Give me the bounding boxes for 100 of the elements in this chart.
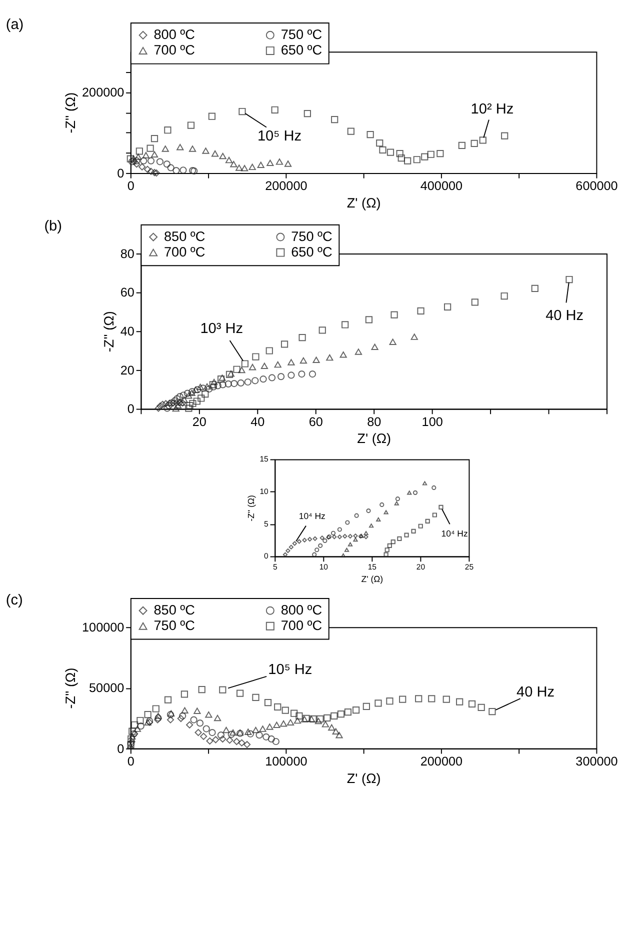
annotation: 40 Hz bbox=[516, 684, 555, 700]
point bbox=[396, 150, 404, 158]
point bbox=[162, 400, 170, 408]
point bbox=[324, 714, 331, 722]
point bbox=[312, 536, 318, 541]
point bbox=[134, 726, 141, 732]
y-tick-label: 60 bbox=[120, 286, 134, 300]
point bbox=[217, 732, 224, 739]
point bbox=[224, 380, 232, 388]
legend-label: 750 ºC bbox=[280, 27, 322, 42]
point bbox=[318, 326, 326, 334]
legend-label: 800 ºC bbox=[280, 602, 322, 618]
point bbox=[322, 538, 328, 543]
point bbox=[209, 381, 216, 388]
point bbox=[458, 142, 466, 150]
point bbox=[354, 348, 362, 355]
point bbox=[171, 397, 178, 404]
point bbox=[266, 724, 274, 730]
point bbox=[394, 501, 399, 506]
point bbox=[219, 735, 226, 743]
point bbox=[174, 395, 181, 402]
annotation: 10⁵ Hz bbox=[268, 662, 312, 678]
point bbox=[318, 543, 323, 548]
y-axis-title: -Z'' (Ω) bbox=[63, 92, 78, 134]
point bbox=[152, 169, 160, 177]
point bbox=[163, 160, 170, 168]
point bbox=[218, 376, 225, 383]
point bbox=[185, 404, 192, 412]
point bbox=[136, 148, 143, 155]
point bbox=[380, 502, 384, 508]
point bbox=[241, 360, 248, 368]
y-tick-label: 0 bbox=[264, 552, 268, 561]
point bbox=[404, 157, 412, 164]
point bbox=[331, 116, 338, 124]
point bbox=[470, 140, 478, 148]
point bbox=[395, 496, 400, 502]
point bbox=[353, 537, 358, 542]
point bbox=[128, 738, 136, 746]
point bbox=[159, 400, 166, 408]
annotation: 10⁴ Hz bbox=[441, 528, 468, 538]
point bbox=[176, 393, 184, 400]
point bbox=[379, 146, 386, 154]
point bbox=[214, 714, 222, 722]
x-tick-label: 100 bbox=[422, 414, 443, 429]
point bbox=[233, 738, 240, 746]
point bbox=[320, 536, 324, 540]
point bbox=[330, 530, 336, 536]
point bbox=[181, 707, 188, 714]
point bbox=[294, 717, 302, 724]
point bbox=[150, 151, 158, 158]
point bbox=[302, 538, 307, 542]
y-tick-label: 0 bbox=[117, 166, 124, 180]
point bbox=[312, 552, 317, 557]
point bbox=[144, 166, 152, 173]
x-axis-title: Z' (Ω) bbox=[361, 574, 384, 584]
point bbox=[330, 712, 338, 720]
point bbox=[314, 548, 320, 552]
point bbox=[137, 722, 144, 730]
point bbox=[344, 708, 352, 716]
point bbox=[300, 357, 307, 364]
point bbox=[364, 531, 368, 536]
point bbox=[273, 722, 280, 728]
point bbox=[342, 534, 348, 539]
x-tick-label: 25 bbox=[464, 562, 474, 572]
point bbox=[172, 166, 180, 174]
point bbox=[500, 292, 508, 300]
point bbox=[180, 166, 187, 174]
point bbox=[347, 128, 354, 135]
point bbox=[471, 298, 478, 306]
point bbox=[407, 490, 412, 495]
point bbox=[337, 534, 342, 540]
point bbox=[364, 534, 368, 540]
point bbox=[427, 150, 434, 158]
point bbox=[167, 164, 174, 172]
annotation: 10⁴ Hz bbox=[298, 511, 326, 522]
point bbox=[202, 390, 209, 398]
point bbox=[144, 719, 152, 726]
point bbox=[280, 720, 288, 727]
point bbox=[256, 732, 263, 739]
x-tick-label: 600000 bbox=[576, 178, 618, 193]
annotation: 10² Hz bbox=[470, 102, 514, 118]
point bbox=[292, 541, 297, 546]
point bbox=[257, 162, 264, 168]
y-tick-label: 10 bbox=[260, 487, 268, 496]
point bbox=[444, 303, 452, 310]
point bbox=[478, 704, 485, 711]
point bbox=[156, 158, 164, 166]
point bbox=[208, 728, 216, 736]
point bbox=[236, 164, 243, 171]
point bbox=[180, 396, 188, 403]
point bbox=[340, 351, 347, 358]
point bbox=[219, 686, 226, 694]
x-axis-title: Z' (Ω) bbox=[346, 770, 381, 786]
y-tick-label: 0 bbox=[127, 402, 134, 416]
point bbox=[222, 726, 230, 734]
point bbox=[308, 716, 316, 722]
point bbox=[248, 364, 256, 370]
point bbox=[425, 518, 430, 524]
point bbox=[186, 402, 194, 410]
point bbox=[238, 366, 246, 374]
